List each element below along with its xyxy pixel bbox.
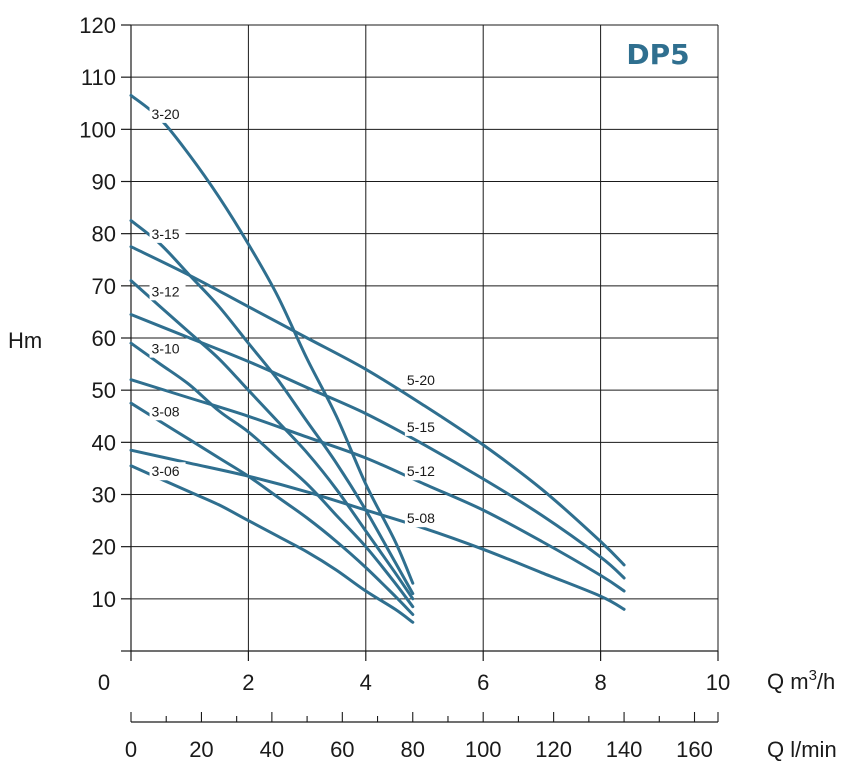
- curve-3-20: [129, 93, 415, 585]
- curve-label-3-12: 3-12: [152, 283, 180, 299]
- curve-label-5-20: 5-20: [407, 372, 435, 388]
- y-tick-label: 70: [92, 274, 116, 299]
- y-tick-label: 50: [92, 378, 116, 403]
- curve-label-bg-5-20: [404, 370, 441, 389]
- curve-label-5-12: 5-12: [407, 463, 435, 479]
- curve-label-bg-3-08: [149, 402, 186, 421]
- x2-tick-label: 140: [606, 737, 643, 761]
- grid: [121, 24, 719, 723]
- curve-label-3-10: 3-10: [152, 341, 180, 357]
- x2-tick-label: 60: [330, 737, 354, 761]
- y-tick-label: 10: [92, 587, 116, 612]
- curve-label-3-08: 3-08: [152, 403, 180, 419]
- chart-title: DP5: [626, 38, 689, 71]
- y-tick-label: 40: [92, 430, 116, 455]
- curve-label-3-15: 3-15: [152, 226, 180, 242]
- curve-labels: 3-20 3-15 3-12 3-10 3-08 3-06 5-20 5-15 5-12 5-08: [149, 104, 441, 528]
- y-tick-label: 110: [81, 65, 116, 90]
- curve-label-3-20: 3-20: [152, 106, 180, 122]
- x2-tick-label: 80: [401, 737, 425, 761]
- curve-3-12: [129, 279, 415, 601]
- y-tick-label: 100: [79, 117, 116, 142]
- x2-tick-label: 20: [189, 737, 213, 761]
- curve-label-bg-3-06: [149, 462, 186, 481]
- curve-3-08: [129, 401, 415, 616]
- curve-label-bg-3-20: [149, 104, 186, 123]
- x-tick-label: 10: [706, 670, 730, 695]
- curve-label-3-06: 3-06: [152, 463, 180, 479]
- curve-label-5-15: 5-15: [407, 419, 435, 435]
- y-tick-label: 30: [92, 483, 116, 508]
- x-axis-label-tail: /h: [817, 669, 835, 694]
- curve-label-bg-5-08: [404, 509, 441, 528]
- y-tick-label: 120: [79, 13, 116, 38]
- x2-tick-label: 120: [535, 737, 572, 761]
- curve-label-bg-5-12: [404, 462, 441, 481]
- x-tick-label: 6: [477, 670, 489, 695]
- y-tick-label: 20: [92, 535, 116, 560]
- x-tick-label: 0: [98, 670, 110, 695]
- y-tick-label: 80: [92, 222, 116, 247]
- x2-tick-label: 0: [125, 737, 137, 761]
- curve-label-bg-3-10: [149, 339, 186, 358]
- x2-tick-label: 100: [465, 737, 502, 761]
- x-axis-label-superscript: 3: [809, 667, 817, 684]
- y-tick-label: 60: [92, 326, 116, 351]
- curve-5-15: [129, 313, 626, 580]
- curve-3-06: [129, 464, 415, 624]
- curve-label-bg-3-12: [149, 282, 186, 301]
- x-tick-label: 8: [594, 670, 606, 695]
- x-tick-label: 2: [242, 670, 254, 695]
- curve-3-15: [129, 219, 415, 596]
- curve-3-10: [129, 341, 415, 609]
- curve-5-20: [129, 245, 626, 567]
- x-axis-label: Q m3/h: [767, 667, 835, 694]
- y-tick-label: 90: [92, 170, 116, 195]
- x-axis-label-unit: Q m: [767, 669, 809, 694]
- curves: [129, 93, 626, 624]
- curve-label-bg-3-15: [149, 224, 186, 243]
- x2-tick-label: 40: [260, 737, 284, 761]
- x2-tick-label: 160: [676, 737, 713, 761]
- x-tick-label: 4: [360, 670, 372, 695]
- curve-label-bg-5-15: [404, 417, 441, 436]
- y-axis-label: Hm: [8, 328, 42, 353]
- curve-5-08: [129, 448, 626, 611]
- x2-axis-label: Q l/min: [767, 737, 837, 761]
- curve-label-5-08: 5-08: [407, 510, 435, 526]
